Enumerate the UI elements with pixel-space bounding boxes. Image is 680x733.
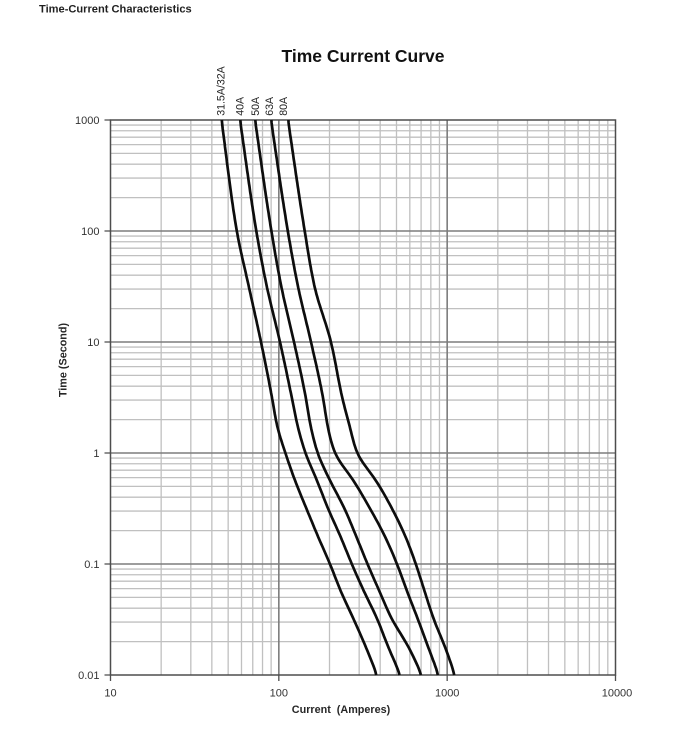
svg-text:Time (Second): Time (Second) xyxy=(58,323,70,398)
svg-text:0.1: 0.1 xyxy=(84,559,99,571)
svg-text:Time-Current Characteristics: Time-Current Characteristics xyxy=(39,4,192,16)
svg-text:10: 10 xyxy=(87,337,99,349)
svg-text:50A: 50A xyxy=(250,96,262,116)
svg-text:100: 100 xyxy=(270,688,288,700)
svg-text:Current(Amperes): Current (Amperes) xyxy=(292,704,391,716)
svg-text:Time Current Curve: Time Current Curve xyxy=(281,46,444,66)
svg-text:100: 100 xyxy=(81,226,99,238)
svg-text:40A: 40A xyxy=(235,96,247,116)
svg-text:63A: 63A xyxy=(264,96,276,116)
svg-text:0.01: 0.01 xyxy=(78,670,99,682)
svg-text:10000: 10000 xyxy=(602,688,633,700)
svg-text:10: 10 xyxy=(104,688,116,700)
svg-text:1: 1 xyxy=(93,448,99,460)
svg-text:1000: 1000 xyxy=(435,688,459,700)
svg-text:1000: 1000 xyxy=(75,115,99,127)
svg-text:80A: 80A xyxy=(278,96,290,116)
svg-text:31.5A/32A: 31.5A/32A xyxy=(216,65,228,115)
